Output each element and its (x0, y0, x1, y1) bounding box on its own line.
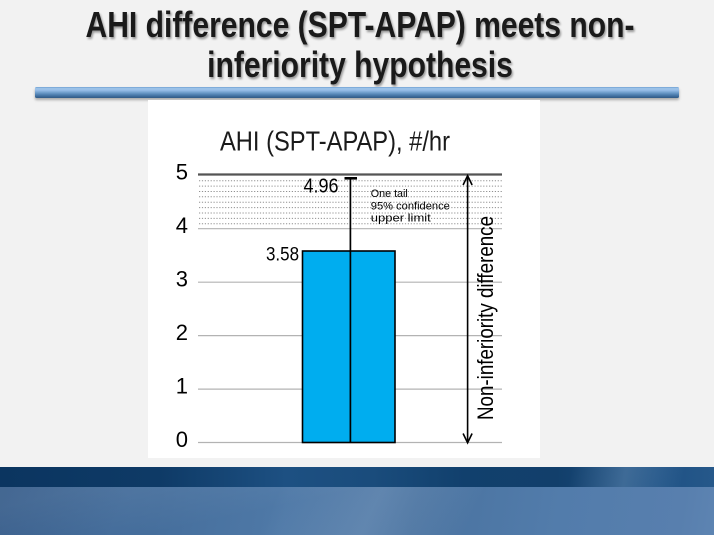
svg-text:AHI (SPT-APAP), #/hr: AHI (SPT-APAP), #/hr (220, 125, 450, 156)
svg-text:3.58: 3.58 (266, 245, 299, 266)
svg-text:3: 3 (176, 267, 188, 292)
svg-text:1: 1 (176, 374, 188, 399)
svg-text:5: 5 (176, 160, 188, 185)
svg-text:4.96: 4.96 (304, 176, 339, 198)
svg-text:0: 0 (176, 427, 188, 452)
svg-text:95% confidence: 95% confidence (371, 200, 450, 212)
svg-text:upper limit: upper limit (371, 213, 431, 225)
svg-text:2: 2 (176, 320, 188, 345)
svg-text:One tail: One tail (371, 188, 408, 200)
svg-text:Non-inferiority difference: Non-inferiority difference (473, 216, 498, 420)
svg-text:4: 4 (176, 213, 188, 238)
